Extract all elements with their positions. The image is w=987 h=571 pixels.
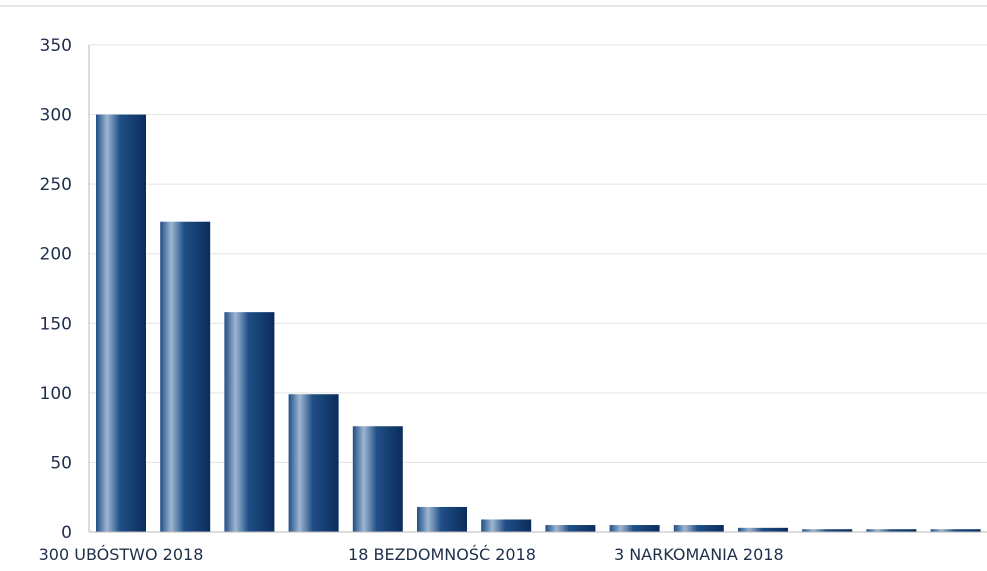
y-tick-label: 50 (50, 453, 72, 473)
y-tick-label: 250 (40, 175, 72, 195)
bar (866, 529, 917, 532)
y-tick-label: 0 (61, 523, 72, 543)
y-tick-label: 200 (40, 245, 72, 265)
bar (738, 527, 788, 532)
bar (930, 529, 981, 532)
bar (802, 529, 853, 532)
bar (224, 312, 275, 532)
bar (673, 525, 724, 532)
y-tick-label: 150 (40, 314, 72, 334)
bar (352, 426, 403, 532)
y-tick-label: 350 (40, 36, 72, 56)
bar (96, 114, 146, 533)
bar (609, 525, 660, 532)
bar (481, 519, 532, 532)
x-tick-label: 18 BEZDOMNOŚĆ 2018 (348, 545, 536, 564)
bar (160, 221, 211, 532)
bar (288, 394, 339, 532)
bar (545, 525, 596, 532)
bar (417, 506, 467, 532)
y-tick-label: 300 (40, 106, 72, 126)
y-tick-label: 100 (40, 384, 72, 404)
x-tick-label: 3 NARKOMANIA 2018 (614, 545, 784, 564)
x-tick-label: 300 UBÓSTWO 2018 (39, 545, 204, 564)
